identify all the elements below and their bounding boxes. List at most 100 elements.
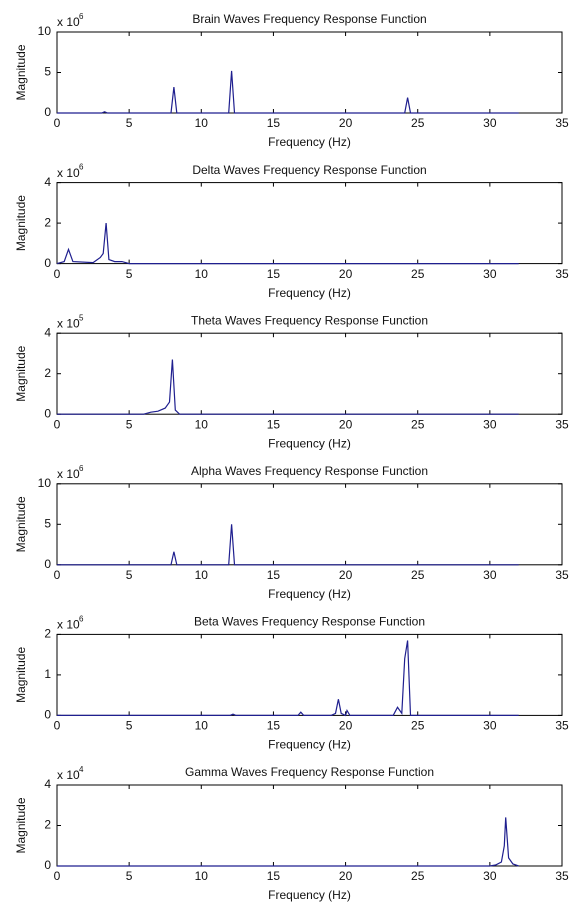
axes-box: [56, 31, 563, 114]
y-axis-label: Magnitude: [14, 195, 28, 251]
x-tick-label: 5: [126, 417, 133, 431]
y-exponent: 6: [79, 12, 84, 21]
y-multiplier: x 10: [57, 467, 80, 481]
y-tick-label: 0: [44, 557, 51, 571]
x-tick-label: 35: [555, 116, 569, 130]
x-tick-label: 25: [411, 116, 425, 130]
x-tick-label: 5: [126, 568, 133, 582]
spectrum-line: [57, 817, 519, 867]
x-tick-label: 15: [267, 116, 281, 130]
x-axis-label: Frequency (Hz): [268, 888, 351, 902]
x-tick-label: 25: [411, 568, 425, 582]
spectrum-line: [57, 640, 519, 717]
x-tick-label: 10: [195, 719, 209, 733]
x-tick-label: 15: [267, 417, 281, 431]
y-tick-label: 0: [44, 708, 51, 722]
chart-title: Delta Waves Frequency Response Function: [192, 163, 426, 177]
x-tick-label: 25: [411, 869, 425, 883]
y-exponent: 6: [79, 464, 84, 473]
x-axis-label: Frequency (Hz): [268, 286, 351, 300]
y-tick-label: 1: [44, 667, 51, 681]
axes-box: [56, 784, 563, 867]
x-tick-label: 10: [195, 116, 209, 130]
y-tick-label: 0: [44, 256, 51, 270]
x-tick-label: 35: [555, 568, 569, 582]
x-tick-label: 0: [54, 568, 61, 582]
chart-title: Gamma Waves Frequency Response Function: [185, 765, 434, 779]
x-tick-label: 30: [483, 568, 497, 582]
y-tick-label: 5: [44, 516, 51, 530]
y-axis-label: Magnitude: [14, 647, 28, 703]
y-multiplier: x 10: [57, 166, 80, 180]
y-multiplier: x 10: [57, 316, 80, 330]
axes-box: [56, 182, 563, 265]
y-exponent: 6: [79, 615, 84, 624]
y-multiplier: x 10: [57, 15, 80, 29]
y-multiplier: x 10: [57, 768, 80, 782]
y-axis-label: Magnitude: [14, 345, 28, 401]
chart-title: Brain Waves Frequency Response Function: [192, 12, 426, 26]
y-tick-label: 0: [44, 406, 51, 420]
x-tick-label: 0: [54, 267, 61, 281]
x-tick-label: 5: [126, 719, 133, 733]
x-tick-label: 30: [483, 267, 497, 281]
x-tick-label: 35: [555, 869, 569, 883]
x-tick-label: 5: [126, 116, 133, 130]
x-tick-label: 30: [483, 719, 497, 733]
x-tick-label: 0: [54, 116, 61, 130]
x-tick-label: 0: [54, 869, 61, 883]
x-tick-label: 35: [555, 417, 569, 431]
x-tick-label: 15: [267, 568, 281, 582]
x-tick-label: 10: [195, 417, 209, 431]
spectrum-line: [56, 223, 519, 265]
x-tick-label: 20: [339, 116, 353, 130]
y-exponent: 6: [79, 163, 84, 172]
axes-box: [56, 483, 563, 566]
x-tick-label: 15: [267, 267, 281, 281]
x-tick-label: 20: [339, 568, 353, 582]
y-tick-label: 2: [44, 627, 51, 641]
y-tick-label: 2: [44, 366, 51, 380]
y-exponent: 4: [79, 765, 84, 774]
x-tick-label: 30: [483, 116, 497, 130]
y-tick-label: 5: [44, 65, 51, 79]
chart-title: Beta Waves Frequency Response Function: [194, 615, 425, 629]
spectrum-line: [57, 70, 519, 114]
y-tick-label: 2: [44, 818, 51, 832]
y-tick-label: 10: [38, 24, 52, 38]
x-tick-label: 20: [339, 869, 353, 883]
x-tick-label: 35: [555, 719, 569, 733]
y-tick-label: 0: [44, 105, 51, 119]
x-tick-label: 10: [195, 869, 209, 883]
x-tick-label: 35: [555, 267, 569, 281]
x-tick-label: 25: [411, 719, 425, 733]
x-tick-label: 25: [411, 267, 425, 281]
spectrum-line: [57, 524, 519, 566]
y-axis-label: Magnitude: [14, 797, 28, 853]
y-tick-label: 4: [44, 777, 51, 791]
x-tick-label: 20: [339, 267, 353, 281]
x-tick-label: 30: [483, 869, 497, 883]
x-tick-label: 20: [339, 417, 353, 431]
chart-title: Alpha Waves Frequency Response Function: [191, 464, 428, 478]
y-axis-label: Magnitude: [14, 496, 28, 552]
y-tick-label: 4: [44, 325, 51, 339]
x-axis-label: Frequency (Hz): [268, 135, 351, 149]
x-tick-label: 10: [195, 267, 209, 281]
y-exponent: 5: [79, 313, 84, 322]
chart-title: Theta Waves Frequency Response Function: [191, 313, 428, 327]
y-tick-label: 0: [44, 858, 51, 872]
x-tick-label: 15: [267, 869, 281, 883]
x-tick-label: 15: [267, 719, 281, 733]
x-tick-label: 0: [54, 719, 61, 733]
spectrum-line: [57, 359, 519, 415]
x-axis-label: Frequency (Hz): [268, 738, 351, 752]
x-tick-label: 10: [195, 568, 209, 582]
y-tick-label: 4: [44, 175, 51, 189]
x-axis-label: Frequency (Hz): [268, 436, 351, 450]
x-tick-label: 5: [126, 267, 133, 281]
x-tick-label: 25: [411, 417, 425, 431]
y-multiplier: x 10: [57, 618, 80, 632]
x-tick-label: 20: [339, 719, 353, 733]
